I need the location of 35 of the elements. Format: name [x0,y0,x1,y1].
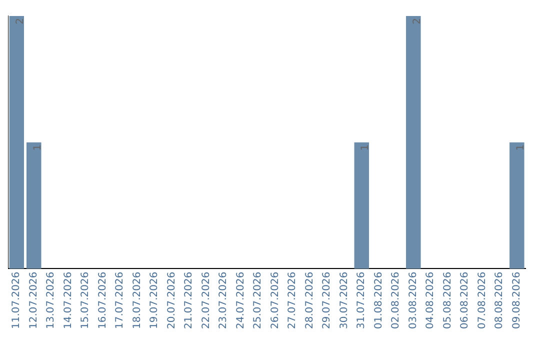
x-tick-label: 19.07.2026 [149,272,160,330]
x-tick-label: 20.07.2026 [166,272,178,330]
x-tick-label: 01.08.2026 [373,272,384,330]
data-label: 1 [515,144,526,151]
x-tick-label: 07.08.2026 [476,272,488,330]
x-tick-label: 23.07.2026 [218,272,230,330]
x-tick-label: 17.07.2026 [114,272,126,330]
x-tick-label: 18.07.2026 [132,272,143,330]
x-tick-label: 24.07.2026 [235,272,246,330]
x-tick-label: 13.07.2026 [46,272,57,330]
x-tick-label: 09.08.2026 [511,272,522,330]
data-label: 1 [32,144,44,151]
x-tick-label: 16.07.2026 [97,272,108,330]
x-tick-label: 25.07.2026 [252,272,264,330]
x-tick-label: 28.07.2026 [304,272,316,330]
x-tick-label: 05.08.2026 [442,272,454,330]
data-label: 1 [360,144,372,151]
x-tick-label: 30.07.2026 [338,272,350,330]
x-tick-label: 04.08.2026 [425,272,436,330]
x-tick-label: 02.08.2026 [390,272,402,330]
x-tick-label: 27.07.2026 [287,272,298,330]
x-tick-label: 12.07.2026 [28,272,40,330]
x-tick-label: 26.07.2026 [270,272,281,330]
x-tick-label: 21.07.2026 [184,272,195,330]
x-tick-label: 11.07.2026 [11,272,22,330]
x-tick-label: 14.07.2026 [62,272,74,330]
x-tick-label: 15.07.2026 [80,272,92,330]
x-tick-label: 22.07.2026 [200,272,212,330]
data-label: 2 [15,18,26,24]
x-tick-label: 31.07.2026 [356,272,368,330]
x-tick-label: 06.08.2026 [460,272,471,330]
x-tick-label: 29.07.2026 [322,272,333,330]
x-tick-label: 08.08.2026 [494,272,506,330]
x-tick-label: 03.08.2026 [408,272,419,330]
data-label: 2 [412,18,423,24]
